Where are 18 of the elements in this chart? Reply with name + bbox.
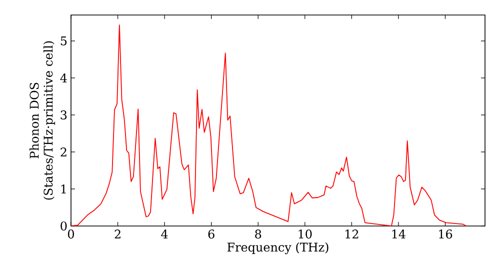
y-tick-label: 4 <box>60 73 67 82</box>
x-tick-label: 10 <box>298 230 312 239</box>
x-tick-label: 4 <box>161 230 168 238</box>
x-tick-label: 14 <box>392 230 406 238</box>
x-tick-label: 2 <box>114 230 120 238</box>
x-tick-label: 6 <box>208 230 214 239</box>
y-axis-title: Phonon DOS (States/THz·primitive cell) <box>30 41 56 200</box>
x-axis-title: Frequency (THz) <box>227 242 328 254</box>
y-tick-label: 1 <box>61 184 66 194</box>
x-tick-label: 16 <box>439 230 452 239</box>
y-tick-label: 0 <box>60 221 67 231</box>
y-tick-label: 2 <box>60 148 66 156</box>
line-series <box>71 24 467 226</box>
x-tick-label: 8 <box>255 230 262 239</box>
y-tick-label: 5 <box>60 36 67 46</box>
y-tick-label: 3 <box>60 110 67 120</box>
x-tick-label: 0 <box>68 230 74 239</box>
x-tick-label: 12 <box>346 230 358 238</box>
